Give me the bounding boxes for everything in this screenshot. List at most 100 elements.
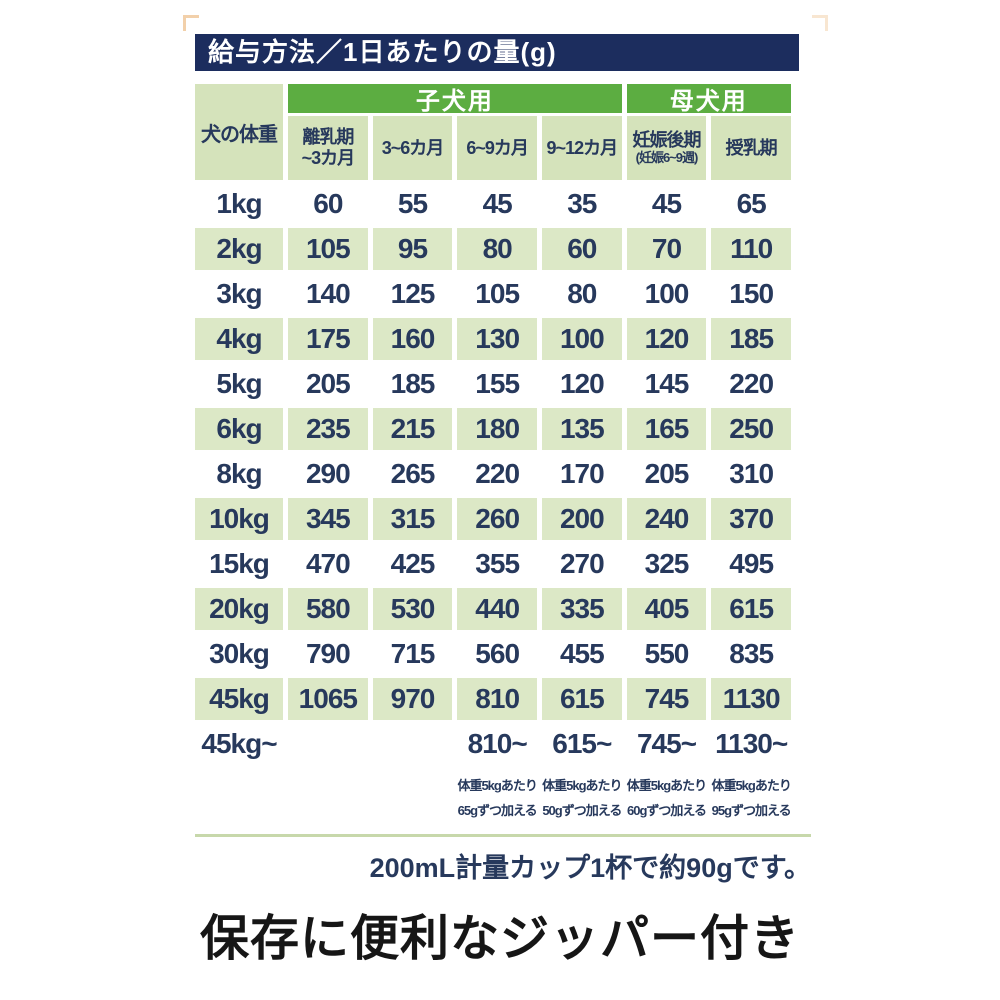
value-cell: 135 — [541, 408, 622, 450]
value-cell: 355 — [475, 548, 520, 579]
value-cell: 310 — [729, 458, 774, 489]
value-cell: 835 — [729, 638, 774, 669]
feeding-table: 犬の体重 子犬用 母犬用 離乳期 ~3カ月 3~6カ月 6~9カ月 9~12カ月 妊娠後期 (妊娠… — [195, 84, 792, 826]
value-cell: 180 — [457, 408, 537, 450]
value-cell: 45 — [651, 188, 682, 219]
corner-mark-top-right — [812, 15, 828, 31]
column-header-line: 妊娠後期 — [632, 130, 701, 151]
weight-cell: 1kg — [216, 188, 262, 219]
column-header-4: 9~12カ月 — [541, 116, 622, 180]
value-cell: 290 — [305, 458, 351, 489]
weight-cell: 4kg — [195, 318, 283, 360]
over-limit-note-line: 体重5kgあたり — [626, 778, 707, 793]
value-cell: 810 — [457, 678, 537, 720]
value-cell: 335 — [541, 588, 622, 630]
value-cell: 1065 — [288, 678, 368, 720]
value-cell: 530 — [372, 588, 453, 630]
value-cell: 80 — [457, 228, 537, 270]
weight-cell: 5kg — [216, 368, 262, 399]
value-cell: 315 — [372, 498, 453, 540]
column-header-2: 3~6カ月 — [372, 116, 453, 180]
column-header-line: 離乳期 — [302, 127, 354, 148]
over-limit-note: 体重5kgあたり 50gずつ加える — [542, 768, 622, 826]
value-cell: 580 — [288, 588, 368, 630]
weight-cell: 15kg — [209, 548, 270, 579]
group-header-puppy: 子犬用 — [288, 84, 622, 115]
value-cell: 65 — [736, 188, 767, 219]
weight-cell: 30kg — [209, 638, 270, 669]
value-cell: 170 — [559, 458, 605, 489]
value-cell: 560 — [475, 638, 520, 669]
over-limit-note-line: 体重5kgあたり — [711, 778, 791, 793]
over-limit-note-line: 50gずつ加える — [542, 803, 622, 819]
value-cell: 265 — [390, 458, 436, 489]
value-cell: 215 — [372, 408, 453, 450]
value-cell: 100 — [644, 278, 690, 309]
value-cell: 220 — [475, 458, 520, 489]
value-cell: 175 — [288, 318, 368, 360]
value-cell: 205 — [305, 368, 351, 399]
value-cell: 120 — [559, 368, 605, 399]
value-cell: 235 — [288, 408, 368, 450]
measuring-cup-note: 200mL計量カップ1杯で約90gです。 — [369, 853, 811, 883]
value-cell: 55 — [397, 188, 428, 219]
value-cell: 970 — [372, 678, 453, 720]
value-cell: 370 — [711, 498, 791, 540]
value-cell: 140 — [305, 278, 351, 309]
column-header-line: ~3カ月 — [301, 148, 356, 168]
value-cell: 105 — [288, 228, 368, 270]
value-cell: 440 — [457, 588, 537, 630]
feeding-guide-panel: 給与方法／1日あたりの量(g) 犬の体重 子犬用 母犬用 離乳期 ~3カ月 3~6カ月 6~… — [195, 34, 811, 885]
value-cell: 60 — [313, 188, 343, 219]
column-header-1: 離乳期 ~3カ月 — [288, 116, 368, 180]
value-cell: 145 — [644, 368, 690, 399]
over-limit-note: 体重5kgあたり 95gずつ加える — [711, 768, 791, 826]
value-cell: 95 — [372, 228, 453, 270]
value-cell: 745 — [626, 678, 707, 720]
weight-cell: 3kg — [216, 278, 262, 309]
value-cell: 810~ — [467, 728, 528, 759]
over-limit-note-line: 60gずつ加える — [626, 803, 707, 819]
value-cell: 105 — [475, 278, 520, 309]
value-cell: 790 — [305, 638, 351, 669]
value-cell: 155 — [475, 368, 520, 399]
over-limit-note-line: 65gずつ加える — [457, 803, 538, 819]
value-cell: 715 — [390, 638, 436, 669]
value-cell: 35 — [567, 188, 597, 219]
value-cell: 45 — [482, 188, 513, 219]
column-header-line: 授乳期 — [725, 137, 778, 158]
over-limit-note-line: 95gずつ加える — [711, 803, 792, 819]
value-cell: 165 — [626, 408, 707, 450]
value-cell: 120 — [626, 318, 707, 360]
value-cell: 405 — [626, 588, 707, 630]
value-cell: 125 — [390, 278, 436, 309]
value-cell: 260 — [457, 498, 537, 540]
value-cell: 185 — [711, 318, 791, 360]
value-cell: 1130 — [711, 678, 791, 720]
value-cell: 205 — [644, 458, 690, 489]
value-cell: 550 — [644, 638, 690, 669]
over-limit-note-line: 体重5kgあたり — [542, 778, 622, 793]
weight-cell: 10kg — [195, 498, 283, 540]
corner-mark-top-left — [183, 15, 199, 31]
column-header-3: 6~9カ月 — [457, 116, 537, 180]
value-cell: 80 — [567, 278, 597, 309]
weight-cell: 45kg — [195, 678, 283, 720]
value-cell: 200 — [541, 498, 622, 540]
value-cell: 615~ — [552, 728, 612, 759]
column-header-6: 授乳期 — [711, 116, 791, 180]
value-cell: 745~ — [636, 728, 697, 759]
value-cell: 70 — [626, 228, 707, 270]
value-cell: 615 — [711, 588, 791, 630]
value-cell: 1130~ — [715, 728, 788, 759]
over-limit-note: 体重5kgあたり 65gずつ加える — [457, 768, 537, 826]
weight-column-header: 犬の体重 — [195, 84, 283, 180]
column-header-line: 9~12カ月 — [546, 137, 619, 158]
value-cell: 425 — [390, 548, 436, 579]
value-cell: 160 — [372, 318, 453, 360]
value-cell: 185 — [390, 368, 436, 399]
value-cell: 130 — [457, 318, 537, 360]
over-limit-note-line: 体重5kgあたり — [457, 778, 537, 793]
group-header-mother: 母犬用 — [626, 84, 791, 115]
value-cell: 60 — [541, 228, 622, 270]
